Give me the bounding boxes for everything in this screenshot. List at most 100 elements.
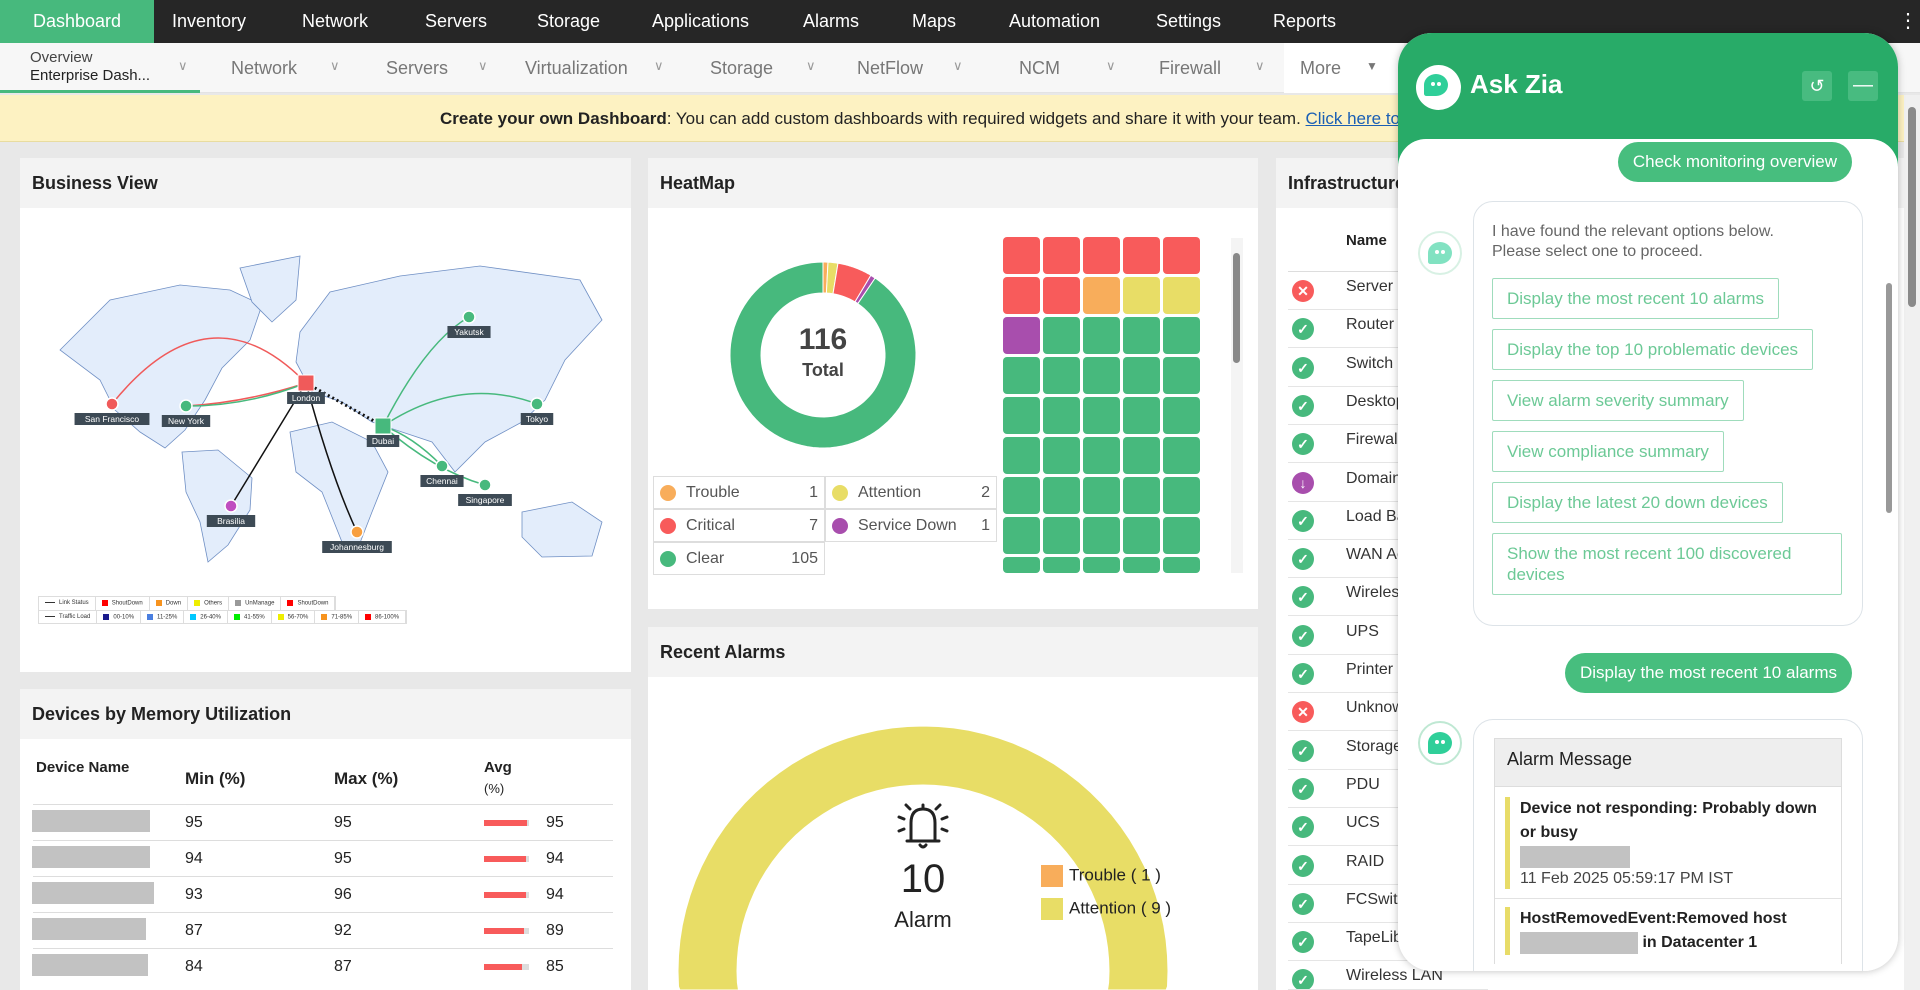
tab-virtualization[interactable]: Virtualization xyxy=(525,58,628,78)
table-row[interactable]: ✓ Desktop xyxy=(1288,387,1488,425)
tab-ncm[interactable]: NCM xyxy=(1019,58,1060,78)
suggestion-option[interactable]: Display the top 10 problematic devices xyxy=(1492,329,1814,370)
heatmap-cell[interactable] xyxy=(1083,437,1120,474)
map-link[interactable] xyxy=(185,382,307,407)
map-node[interactable]: London xyxy=(287,374,325,404)
device-type-name[interactable]: Switch xyxy=(1346,354,1394,372)
map-link[interactable] xyxy=(382,316,470,427)
device-type-name[interactable]: WAN Ac xyxy=(1346,546,1405,564)
heatmap-cell[interactable] xyxy=(1163,317,1200,354)
col-max[interactable]: Max (%) xyxy=(334,769,399,788)
table-row[interactable]: 87 92 89 xyxy=(32,912,613,948)
heatmap-cell[interactable] xyxy=(1123,237,1160,274)
table-row[interactable]: 94 95 94 xyxy=(32,840,613,876)
scrollbar-thumb[interactable] xyxy=(1886,283,1892,513)
table-row[interactable]: ✓ PDU xyxy=(1288,770,1488,808)
nav-dashboard[interactable]: Dashboard xyxy=(0,0,155,43)
city-marker[interactable] xyxy=(105,397,119,411)
suggestion-option[interactable]: Display the most recent 10 alarms xyxy=(1492,278,1779,319)
tab-overview[interactable]: Overview Enterprise Dash... ∨ xyxy=(0,43,200,93)
heatmap-cell[interactable] xyxy=(1003,477,1040,514)
tab-storage[interactable]: Storage xyxy=(710,58,774,78)
chevron-down-icon[interactable]: ∨ xyxy=(1106,58,1116,73)
device-type-name[interactable]: PDU xyxy=(1346,775,1380,793)
city-marker[interactable] xyxy=(435,459,449,473)
chevron-down-icon[interactable]: ∨ xyxy=(478,58,488,73)
heatmap-cell[interactable] xyxy=(1043,357,1080,394)
heatmap-cell[interactable] xyxy=(1003,557,1040,573)
map-link[interactable] xyxy=(185,382,307,407)
donut-slice-attention[interactable] xyxy=(677,725,1169,990)
col-device-name[interactable]: Device Name xyxy=(36,759,130,776)
heatmap-cell[interactable] xyxy=(1083,357,1120,394)
heatmap-cell[interactable] xyxy=(1043,477,1080,514)
map-node[interactable]: San Francisco xyxy=(74,397,150,425)
nav-alarms[interactable]: Alarms xyxy=(803,11,860,31)
tab-more[interactable]: More ▼ xyxy=(1284,43,1404,93)
nav-inventory[interactable]: Inventory xyxy=(172,11,247,31)
heatmap-cell[interactable] xyxy=(1043,437,1080,474)
map-link[interactable] xyxy=(382,392,538,427)
heatmap-donut[interactable] xyxy=(648,158,998,478)
heatmap-cell[interactable] xyxy=(1083,557,1120,573)
table-row[interactable]: ✕ Unknown xyxy=(1288,693,1488,732)
table-row[interactable]: ✓ Load Ba xyxy=(1288,502,1488,540)
reset-chat-icon[interactable]: ↺ xyxy=(1802,71,1832,101)
table-row[interactable]: ✓ Storage xyxy=(1288,732,1488,770)
heatmap-cell[interactable] xyxy=(1123,357,1160,394)
table-row[interactable]: ↓ Domain xyxy=(1288,464,1488,502)
heatmap-cell[interactable] xyxy=(1043,317,1080,354)
nav-reports[interactable]: Reports xyxy=(1273,11,1337,31)
minimize-icon[interactable]: — xyxy=(1848,71,1878,101)
table-row[interactable]: ✓ TapeLib xyxy=(1288,923,1488,962)
heatmap-legend-item[interactable]: Clear 105 xyxy=(653,542,825,575)
device-type-name[interactable]: Wireless xyxy=(1346,584,1408,602)
table-row[interactable]: 93 96 94 xyxy=(32,876,613,912)
map-node[interactable]: Singapore xyxy=(458,478,512,506)
heatmap-scrollbar[interactable] xyxy=(1231,238,1243,573)
heatmap-cell[interactable] xyxy=(1083,237,1120,274)
donut-slice-clear[interactable] xyxy=(729,261,917,449)
nav-storage[interactable]: Storage xyxy=(537,11,601,31)
device-type-name[interactable]: RAID xyxy=(1346,852,1385,870)
map-node[interactable]: Dubai xyxy=(366,417,400,447)
map-node[interactable]: Brasilia xyxy=(206,499,256,527)
suggestion-option[interactable]: Show the most recent 100 discovered devi… xyxy=(1492,533,1842,595)
device-type-name[interactable]: Router xyxy=(1346,316,1395,334)
heatmap-cell[interactable] xyxy=(1083,317,1120,354)
heatmap-cell[interactable] xyxy=(1003,237,1040,274)
device-type-name[interactable]: Storage xyxy=(1346,737,1403,755)
heatmap-cell[interactable] xyxy=(1123,477,1160,514)
server-icon[interactable] xyxy=(297,374,315,392)
heatmap-cell[interactable] xyxy=(1163,477,1200,514)
heatmap-cell[interactable] xyxy=(1163,517,1200,554)
heatmap-cell[interactable] xyxy=(1003,517,1040,554)
alarm-row[interactable]: Device not responding: Probably down or … xyxy=(1495,787,1841,899)
col-avg[interactable]: Avg xyxy=(484,759,512,776)
heatmap-cell[interactable] xyxy=(1043,277,1080,314)
city-marker[interactable] xyxy=(462,310,476,324)
city-marker[interactable] xyxy=(530,397,544,411)
donut-slice-attention[interactable] xyxy=(825,261,839,295)
device-type-name[interactable]: Unknown xyxy=(1346,699,1413,717)
heatmap-cell[interactable] xyxy=(1163,237,1200,274)
table-row[interactable]: ✓ Wireless xyxy=(1288,578,1488,617)
alarm-donut[interactable] xyxy=(648,627,1258,990)
scrollbar-thumb[interactable] xyxy=(1233,253,1240,363)
table-row[interactable]: 84 87 85 xyxy=(32,948,613,984)
device-type-name[interactable]: Printer xyxy=(1346,661,1394,678)
world-map[interactable]: San Francisco New York London Dubai Yakutsk T… xyxy=(20,158,631,672)
heatmap-cell[interactable] xyxy=(1083,517,1120,554)
heatmap-cell[interactable] xyxy=(1003,397,1040,434)
tab-netflow[interactable]: NetFlow xyxy=(857,58,924,78)
heatmap-legend-item[interactable]: Attention 2 xyxy=(825,476,997,509)
nav-servers[interactable]: Servers xyxy=(425,11,488,31)
table-row[interactable]: ✓ UPS xyxy=(1288,617,1488,655)
suggestion-option[interactable]: View compliance summary xyxy=(1492,431,1724,472)
suggestion-option[interactable]: View alarm severity summary xyxy=(1492,380,1744,421)
heatmap-cell[interactable] xyxy=(1003,277,1040,314)
heatmap-cell[interactable] xyxy=(1123,517,1160,554)
nav-maps[interactable]: Maps xyxy=(912,11,957,31)
alarm-legend-item[interactable]: Attention ( 9 ) xyxy=(1041,898,1171,920)
heatmap-legend-item[interactable]: Trouble 1 xyxy=(653,476,825,509)
